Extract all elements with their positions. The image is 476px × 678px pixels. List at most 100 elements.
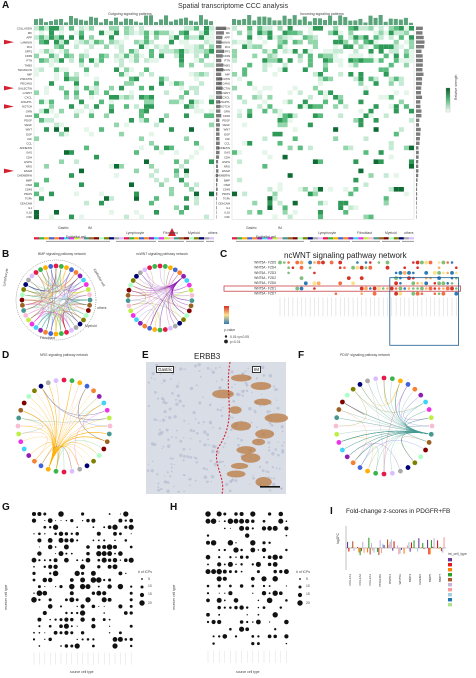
heatmap-outgoing-topbar xyxy=(149,15,153,25)
ihc-texture xyxy=(171,457,174,460)
panel-h-dot xyxy=(262,606,266,609)
ncwnt-highlight-cols xyxy=(389,277,460,346)
panel-g-dot xyxy=(32,578,36,582)
panel-g-dot xyxy=(64,532,69,536)
panel-g-dot xyxy=(117,583,124,590)
heatmap-outgoing-cell xyxy=(49,49,54,54)
heatmap-incoming-cell xyxy=(302,99,308,105)
panel-e-tag-gastric: Gastric xyxy=(156,366,175,373)
barchart-bar xyxy=(393,541,395,548)
heatmap-outgoing-topbar xyxy=(94,17,98,25)
panel-h-dot xyxy=(285,585,287,587)
heatmap-incoming-row-label: IL16 xyxy=(225,211,231,215)
heatmap-outgoing-cell xyxy=(79,214,84,220)
ncwnt-network-node xyxy=(186,282,192,288)
nrg-network-node xyxy=(32,458,37,464)
panel-h-dot xyxy=(284,634,289,639)
pdgf-network-edge xyxy=(354,432,429,461)
heatmap-incoming-topbar xyxy=(353,20,358,25)
heatmap-outgoing-cell xyxy=(54,210,59,215)
ihc-texture xyxy=(271,466,274,469)
heatmap-incoming-cell xyxy=(388,141,394,146)
heatmap-outgoing-cell xyxy=(129,118,134,123)
barchart-bar xyxy=(387,539,389,548)
heatmap-incoming-colorstrip xyxy=(323,237,329,240)
heatmap-outgoing-cell xyxy=(169,49,174,54)
ncwnt-dot xyxy=(299,276,304,280)
heatmap-incoming-cell xyxy=(338,99,344,105)
bmp-network-edge xyxy=(33,310,46,323)
heatmap-outgoing-row-label: CXCL xyxy=(25,96,33,100)
heatmap-outgoing-cell xyxy=(89,44,94,49)
heatmap-outgoing-cell xyxy=(179,53,184,59)
panel-g-legend-dot xyxy=(141,578,143,580)
heatmap-outgoing-cell xyxy=(169,127,174,132)
heatmap-outgoing-cell xyxy=(144,30,149,36)
panel-h-dot xyxy=(272,590,278,596)
heatmap-outgoing-cell xyxy=(194,104,199,109)
heatmap-outgoing-cell xyxy=(144,39,149,45)
panel-h-dot xyxy=(228,591,233,596)
heatmap-incoming-topbar xyxy=(237,19,242,25)
heatmap-outgoing-row-label: CDH xyxy=(26,155,32,159)
panel-h-dot xyxy=(239,555,244,559)
ihc-texture xyxy=(194,456,198,460)
heatmap-outgoing-cell xyxy=(139,72,144,77)
heatmap-outgoing-colorstrip xyxy=(64,237,69,240)
heatmap-outgoing-topbar xyxy=(204,19,208,25)
panel-g-dot xyxy=(125,572,127,575)
panel-g-dot xyxy=(33,533,35,535)
barchart-bar xyxy=(409,548,411,552)
panel-g-dot xyxy=(43,559,46,562)
heatmap-incoming-sidebar xyxy=(416,104,421,109)
panel-g-dot xyxy=(117,636,123,642)
barchart-bar xyxy=(443,537,445,548)
nrg-network-node xyxy=(77,380,83,386)
ncwnt-dot xyxy=(450,282,454,285)
heatmap-incoming-row-label: CCL xyxy=(224,142,230,146)
heatmap-outgoing-cell xyxy=(34,72,39,77)
ihc-texture xyxy=(214,367,217,370)
heatmap-incoming-cell xyxy=(383,196,389,201)
nrg-network-node xyxy=(84,383,90,389)
heatmap-incoming-cell xyxy=(277,141,283,146)
ncwnt-network-node xyxy=(152,264,158,269)
heatmap-incoming-colorstrip xyxy=(297,237,303,240)
heatmap-outgoing-cell xyxy=(84,200,89,206)
panel-c-label: C xyxy=(220,249,228,260)
heatmap-outgoing-cell xyxy=(54,39,59,45)
heatmap-outgoing-cell xyxy=(69,214,74,220)
ihc-texture xyxy=(160,430,164,435)
heatmap-outgoing-cell xyxy=(164,76,169,82)
ihc-texture xyxy=(221,460,224,463)
heatmap-outgoing-colorstrip xyxy=(89,237,94,240)
panel-g-dot xyxy=(129,518,134,523)
heatmap-incoming-cell xyxy=(408,44,414,49)
heatmap-incoming-cell xyxy=(307,122,313,128)
heatmap-outgoing-cell xyxy=(114,30,119,36)
panel-h-dot xyxy=(274,628,277,631)
ncwnt-network-edge xyxy=(131,275,178,296)
panel-g-dot xyxy=(37,585,41,589)
heatmap-outgoing-colorstrip xyxy=(194,237,199,240)
heatmap-incoming-cell xyxy=(363,182,369,187)
panel-h-dot xyxy=(205,569,211,575)
ncwnt-network-node xyxy=(142,267,148,273)
heatmap-incoming-topbar xyxy=(378,15,383,25)
ihc-texture xyxy=(203,475,208,479)
heatmap-outgoing-cell xyxy=(194,99,199,105)
panel-g-dot xyxy=(38,546,40,548)
heatmap-incoming-cell xyxy=(292,136,298,141)
ncwnt-dot xyxy=(407,271,411,275)
heatmap-incoming-cell xyxy=(358,99,364,105)
heatmap-incoming-cell xyxy=(237,108,243,114)
panel-g-dot xyxy=(129,611,133,615)
panel-g-dot xyxy=(130,533,132,535)
pdgf-network-node xyxy=(381,471,387,477)
heatmap-outgoing-cell xyxy=(59,67,64,72)
heatmap-outgoing-row-label: GALECTIN xyxy=(18,86,32,90)
nrg-network-node xyxy=(91,388,96,394)
heatmap-incoming-cell xyxy=(277,39,283,45)
heatmap-incoming-cell xyxy=(358,44,364,49)
panel-g-dot xyxy=(75,598,79,602)
